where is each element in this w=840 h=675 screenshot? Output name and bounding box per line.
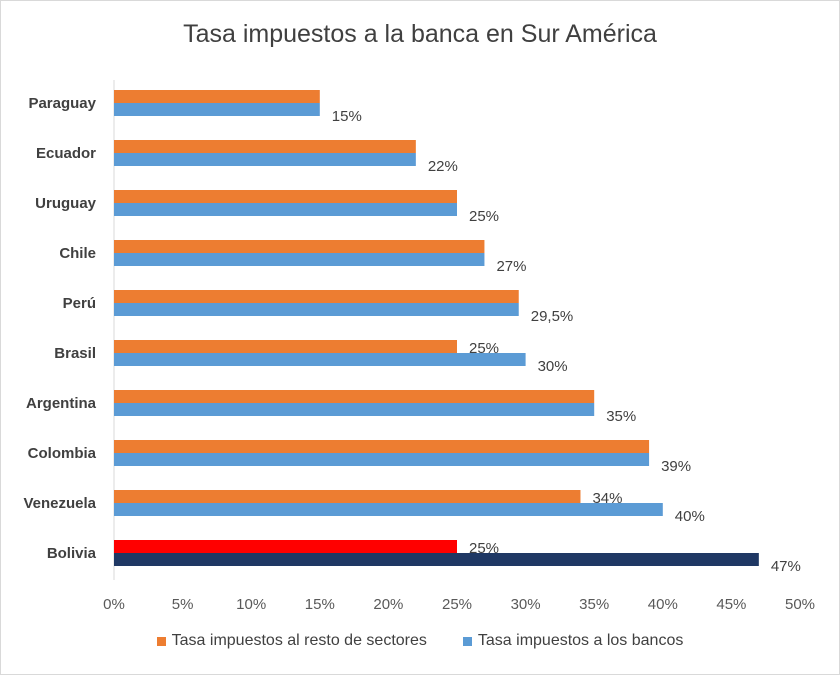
bar-bancos-colombia <box>114 453 650 466</box>
bar-resto-venezuela <box>114 490 581 503</box>
x-tick-label: 40% <box>648 596 678 613</box>
bar-resto-peru <box>114 290 519 303</box>
data-label-bancos-colombia: 39% <box>661 458 691 475</box>
x-tick-label: 0% <box>103 596 125 613</box>
category-label-venezuela: Venezuela <box>23 495 96 512</box>
data-label-bancos-venezuela: 40% <box>675 508 705 525</box>
x-tick-label: 5% <box>172 596 194 613</box>
bar-bancos-uruguay <box>114 203 457 216</box>
x-tick-label: 10% <box>236 596 266 613</box>
x-tick-label: 50% <box>785 596 815 613</box>
legend: Tasa impuestos al resto de sectores Tasa… <box>0 632 840 650</box>
bar-resto-argentina <box>114 390 595 403</box>
data-label-bancos-peru: 29,5% <box>531 308 574 325</box>
bar-bancos-bolivia <box>114 553 759 566</box>
category-label-peru: Perú <box>63 295 96 312</box>
bar-resto-chile <box>114 240 485 253</box>
x-tick-label: 45% <box>716 596 746 613</box>
bar-bancos-ecuador <box>114 153 416 166</box>
data-label-resto-bolivia: 25% <box>469 540 499 557</box>
bar-bancos-chile <box>114 253 485 266</box>
x-tick-label: 25% <box>442 596 472 613</box>
legend-swatch-bancos <box>462 636 472 646</box>
category-label-chile: Chile <box>59 245 96 262</box>
category-label-argentina: Argentina <box>26 395 97 412</box>
bar-resto-colombia <box>114 440 650 453</box>
data-label-bancos-chile: 27% <box>496 258 526 275</box>
bar-bancos-paraguay <box>114 103 320 116</box>
data-label-bancos-bolivia: 47% <box>771 558 801 575</box>
bar-bancos-brasil <box>114 353 526 366</box>
bar-bancos-argentina <box>114 403 595 416</box>
data-label-resto-brasil: 25% <box>469 340 499 357</box>
legend-swatch-resto-sectores <box>156 636 166 646</box>
data-label-bancos-ecuador: 22% <box>428 158 458 175</box>
bar-resto-brasil <box>114 340 457 353</box>
category-label-colombia: Colombia <box>28 445 97 462</box>
legend-item-resto-sectores: Tasa impuestos al resto de sectores <box>156 632 427 650</box>
bar-bancos-peru <box>114 303 519 316</box>
category-label-brasil: Brasil <box>54 345 96 362</box>
data-label-bancos-uruguay: 25% <box>469 208 499 225</box>
category-label-paraguay: Paraguay <box>28 95 96 112</box>
category-label-ecuador: Ecuador <box>36 145 96 162</box>
x-tick-label: 20% <box>373 596 403 613</box>
category-label-uruguay: Uruguay <box>35 195 97 212</box>
x-tick-label: 15% <box>305 596 335 613</box>
x-tick-label: 30% <box>511 596 541 613</box>
legend-item-bancos: Tasa impuestos a los bancos <box>462 632 684 650</box>
data-label-bancos-brasil: 30% <box>538 358 568 375</box>
legend-label-bancos: Tasa impuestos a los bancos <box>477 632 684 649</box>
data-label-bancos-argentina: 35% <box>606 408 636 425</box>
bar-resto-paraguay <box>114 90 320 103</box>
category-label-bolivia: Bolivia <box>47 545 97 562</box>
data-label-bancos-paraguay: 15% <box>332 108 362 125</box>
chart-title: Tasa impuestos a la banca en Sur América <box>183 20 657 48</box>
bar-resto-ecuador <box>114 140 416 153</box>
data-label-resto-venezuela: 34% <box>592 490 622 507</box>
bar-resto-bolivia <box>114 540 457 553</box>
x-tick-label: 35% <box>579 596 609 613</box>
legend-label-resto-sectores: Tasa impuestos al resto de sectores <box>171 632 427 649</box>
bar-resto-uruguay <box>114 190 457 203</box>
bar-bancos-venezuela <box>114 503 663 516</box>
